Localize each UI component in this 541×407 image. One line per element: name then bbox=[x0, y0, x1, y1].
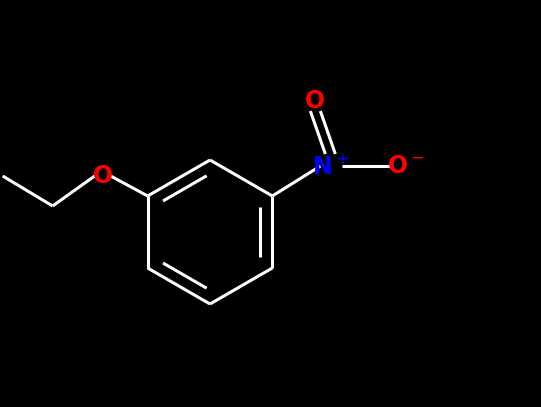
Text: O$^-$: O$^-$ bbox=[386, 154, 424, 178]
Text: O: O bbox=[93, 164, 113, 188]
Text: N$^+$: N$^+$ bbox=[312, 153, 349, 179]
Text: O: O bbox=[305, 89, 326, 113]
